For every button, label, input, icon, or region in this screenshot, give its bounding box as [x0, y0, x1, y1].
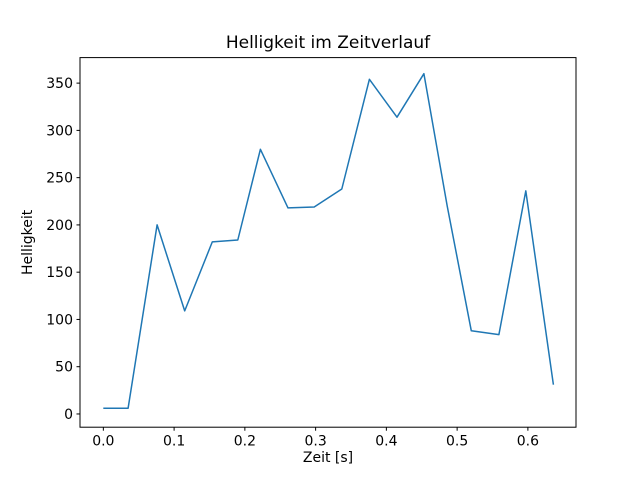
x-tick-label: 0.4	[375, 434, 397, 450]
chart-title: Helligkeit im Zeitverlauf	[226, 33, 431, 53]
y-axis-label: Helligkeit	[20, 209, 36, 275]
y-tick-label: 150	[46, 265, 73, 281]
y-tick-label: 50	[55, 360, 73, 376]
x-tick-label: 0.1	[163, 434, 185, 450]
x-tick-label: 0.6	[517, 434, 539, 450]
y-tick-label: 0	[64, 407, 73, 423]
x-tick-label: 0.3	[304, 434, 326, 450]
x-axis-label: Zeit [s]	[303, 450, 353, 466]
y-ticks: 0 50 100 150 200 250 300 350	[46, 76, 80, 423]
y-tick-label: 350	[46, 76, 73, 92]
y-tick-label: 100	[46, 312, 73, 328]
y-tick-label: 200	[46, 218, 73, 234]
x-ticks: 0.0 0.1 0.2 0.3 0.4 0.5 0.6	[92, 427, 539, 450]
x-tick-label: 0.0	[92, 434, 114, 450]
y-tick-label: 250	[46, 171, 73, 187]
axes-frame	[79, 57, 577, 428]
x-tick-label: 0.5	[446, 434, 468, 450]
data-line	[103, 72, 555, 410]
x-tick-label: 0.2	[234, 434, 256, 450]
y-tick-label: 300	[46, 123, 73, 139]
